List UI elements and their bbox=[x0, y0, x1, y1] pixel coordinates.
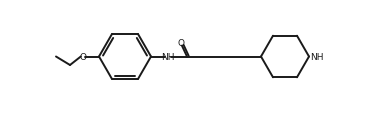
Text: O: O bbox=[178, 38, 185, 47]
Text: O: O bbox=[79, 53, 86, 61]
Text: NH: NH bbox=[161, 53, 175, 61]
Text: NH: NH bbox=[310, 53, 324, 61]
